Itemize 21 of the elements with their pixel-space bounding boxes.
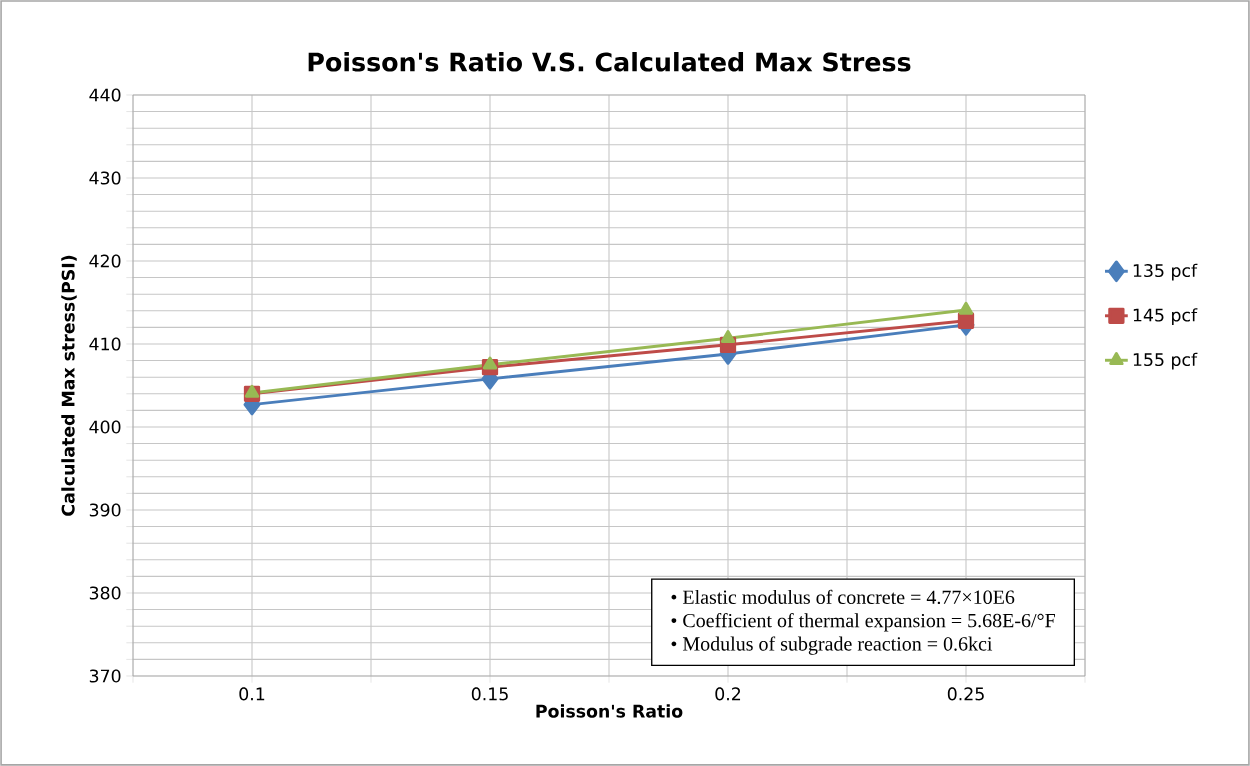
y-axis-title: Calculated Max stress(PSI) [61,255,77,516]
y-tick-label: 440 [89,88,121,102]
y-tick-label: 380 [89,586,121,600]
legend-label: 145 pcf [1133,308,1198,325]
legend-label: 135 pcf [1133,263,1198,281]
y-tick-label: 370 [89,669,121,683]
y-tick-label: 390 [89,503,121,517]
chart-title: Poisson's Ratio V.S. Calculated Max Stress [308,52,911,72]
x-tick-label: 0.15 [471,687,508,701]
y-tick-label: 430 [89,171,121,185]
x-axis-title: Poisson's Ratio [536,704,683,718]
annotation: • Modulus of subgrade reaction = 0.6kci [671,636,993,655]
y-tick-label: 410 [89,337,121,351]
annotation: • Elastic modulus of concrete = 4.77×10E6 [671,589,1015,605]
x-tick-label: 0.25 [947,687,984,701]
legend-label: 155 pcf [1133,352,1198,370]
x-tick-label: 0.2 [715,687,741,701]
y-tick-label: 400 [89,420,121,434]
annotation: • Coefficient of thermal expansion = 5.68E-6/°F [671,613,1055,632]
x-tick-label: 0.1 [239,687,265,701]
y-tick-label: 420 [89,254,121,268]
